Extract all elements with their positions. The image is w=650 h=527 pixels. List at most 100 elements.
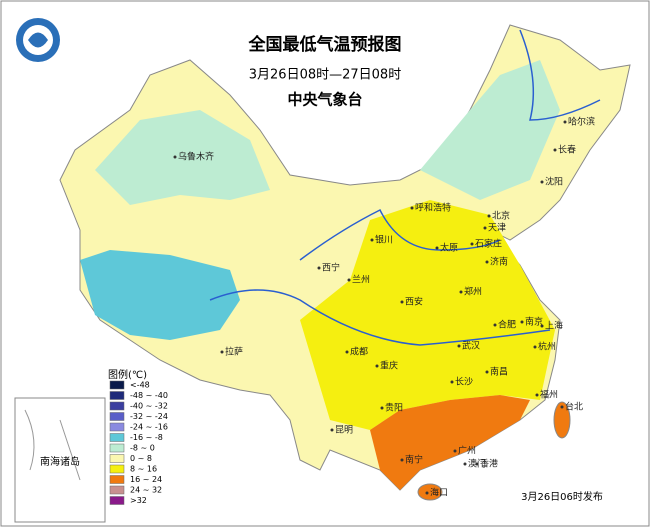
legend: <-48-48 ~ -40 -40 ~ -32-32 ~ -24 -24 ~ -16… [109,381,168,505]
city-dot [470,242,474,246]
city-dot [457,344,461,348]
legend-label: -48 ~ -40 [130,391,168,400]
city-dot [493,323,497,327]
city-dot [453,449,457,453]
city-label: 拉萨 [225,346,243,358]
city-dot [425,491,429,495]
city-dot [483,226,487,230]
city-label: 沈阳 [545,176,563,188]
river [299,208,501,261]
legend-label: <-48 [130,381,150,390]
city-label: 南昌 [490,366,508,378]
city-label: 天津 [488,223,506,234]
legend-swatch [109,464,125,474]
city-label: 太原 [440,242,458,254]
legend-label: -32 ~ -24 [130,412,168,421]
city-dot [540,324,544,328]
city-label: 南宁 [405,454,423,466]
region-cold [420,60,560,200]
city-dot [485,260,489,264]
city-dot [485,370,489,374]
city-label: 海口 [430,487,448,499]
legend-label: 16 ~ 24 [130,475,162,484]
city-label: 香港 [480,458,498,470]
legend-swatch [109,454,125,463]
city-dot [540,180,544,184]
legend-swatch [109,433,125,442]
city-dot [345,350,349,354]
issuer: 中央气象台 [287,91,362,109]
city-label: 昆明 [335,425,353,436]
legend-swatch [109,496,125,505]
city-label: 台北 [565,401,583,413]
legend-label: 0 ~ 8 [130,454,152,463]
release-note: 3月26日06时发布 [521,490,603,503]
city-label: 长春 [558,144,576,156]
city-dot [563,120,567,124]
city-label: 杭州 [538,341,556,353]
city-dot [459,290,463,294]
city-dot [370,238,374,242]
legend-swatch [109,412,125,421]
city-label: 哈尔滨 [568,116,595,128]
city-dot [560,405,564,409]
legend-title: 图例(℃) [108,368,147,381]
city-label: 呼和浩特 [415,202,451,214]
city-dot [347,278,351,282]
city-dot [463,462,467,466]
city-dot [535,393,539,397]
city-label: 西宁 [322,262,340,274]
city-dot [533,345,537,349]
city-label: 广州 [458,445,476,457]
legend-label: -16 ~ -8 [130,433,163,442]
city-label: 郑州 [464,286,482,298]
legend-label: -24 ~ -16 [130,423,168,432]
subtitle: 3月26日08时—27日08时 [249,68,401,83]
legend-swatch [109,443,125,453]
city-label: 乌鲁木齐 [178,151,214,163]
city-label: 合肥 [498,319,516,331]
city-label: 兰州 [352,274,370,286]
city-label: 重庆 [380,360,398,372]
legend-label: 8 ~ 16 [130,465,157,474]
river [209,289,551,346]
city-label: 武汉 [462,340,480,352]
city-dot [553,148,557,152]
city-label: 福州 [540,389,558,401]
city-dot [330,428,334,432]
city-dot [475,462,479,466]
inset: 南海诸岛 [14,397,106,523]
city-dot [400,300,404,304]
city-dot [450,380,454,384]
river [519,29,601,121]
legend-swatch [109,422,125,432]
city-label: 济南 [490,256,508,268]
legend-swatch [109,485,125,495]
title: 全国最低气温预报图 [248,34,402,55]
city-label: 上海 [545,320,563,332]
legend-swatch [109,391,125,400]
city-label: 北京 [492,210,510,222]
city-dot [317,266,321,270]
legend-label: -8 ~ 0 [130,444,155,453]
hainan [417,483,443,501]
city-label: 长沙 [455,376,473,388]
legend-label: >32 [130,496,147,505]
legend-swatch [109,475,125,484]
city-dot [520,320,524,324]
city-label: 澳门 [468,458,486,470]
inset-label: 南海诸岛 [40,455,80,468]
region-warm [370,395,530,490]
city-dot [487,214,491,218]
legend-label: 24 ~ 32 [130,486,162,495]
city-label: 银川 [375,234,393,246]
city-dot [380,406,384,410]
city-label: 成都 [350,346,368,358]
legend-label: -40 ~ -32 [130,402,168,411]
region-very-cold [80,250,240,340]
region-mild [300,200,555,430]
region-cold [95,110,270,205]
city-label: 贵阳 [385,402,403,414]
